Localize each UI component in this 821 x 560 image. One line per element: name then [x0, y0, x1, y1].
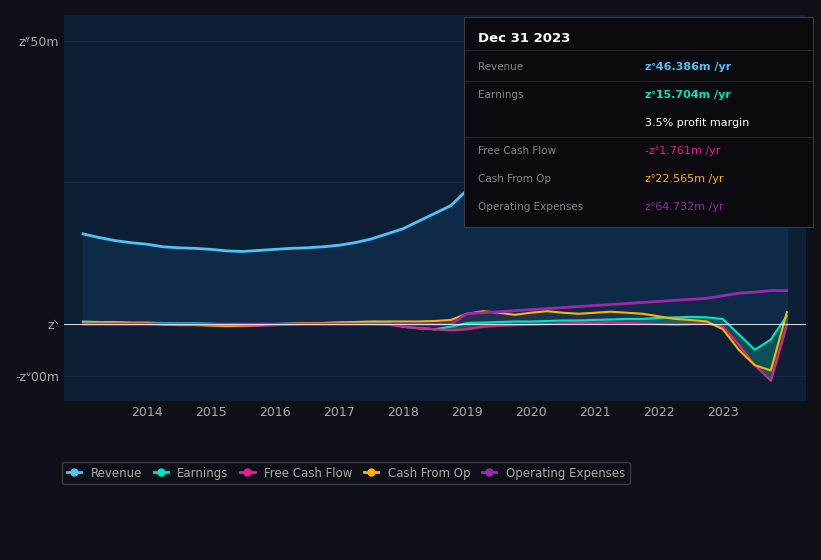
Text: Free Cash Flow: Free Cash Flow: [478, 146, 556, 156]
Text: zᐤ46.386m /yr: zᐤ46.386m /yr: [645, 62, 732, 72]
Text: Operating Expenses: Operating Expenses: [478, 202, 583, 212]
Text: zᐤ64.732m /yr: zᐤ64.732m /yr: [645, 202, 724, 212]
Text: Dec 31 2023: Dec 31 2023: [478, 31, 571, 44]
Text: -zᐤ1.761m /yr: -zᐤ1.761m /yr: [645, 146, 721, 156]
Text: zᐤ15.704m /yr: zᐤ15.704m /yr: [645, 90, 732, 100]
Text: Earnings: Earnings: [478, 90, 523, 100]
Text: zᐤ22.565m /yr: zᐤ22.565m /yr: [645, 174, 724, 184]
Text: Cash From Op: Cash From Op: [478, 174, 551, 184]
Text: Revenue: Revenue: [478, 62, 523, 72]
Legend: Revenue, Earnings, Free Cash Flow, Cash From Op, Operating Expenses: Revenue, Earnings, Free Cash Flow, Cash …: [62, 462, 630, 484]
Text: 3.5% profit margin: 3.5% profit margin: [645, 118, 750, 128]
